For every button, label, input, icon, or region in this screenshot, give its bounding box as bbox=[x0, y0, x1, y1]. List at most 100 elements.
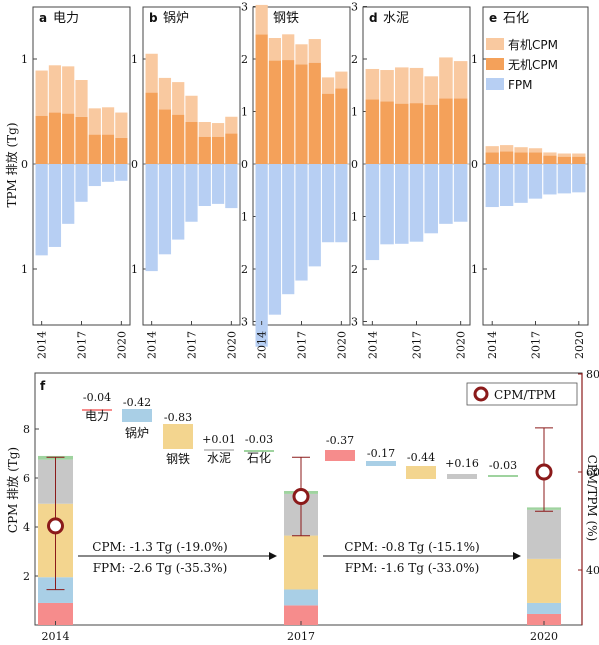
bar-organic-cpm bbox=[158, 77, 172, 110]
bar-fpm bbox=[572, 164, 586, 193]
bar-fpm bbox=[225, 164, 238, 209]
waterfall-value: +0.01 bbox=[202, 433, 236, 446]
seg-power bbox=[527, 613, 561, 625]
bar-inorganic-cpm bbox=[380, 101, 394, 164]
x-tick-label: 2020 bbox=[225, 331, 238, 359]
bar-inorganic-cpm bbox=[185, 122, 198, 164]
ratio-marker bbox=[535, 463, 553, 481]
legend-swatch bbox=[486, 38, 504, 50]
bar-inorganic-cpm bbox=[453, 98, 468, 164]
waterfall-label: 钢铁 bbox=[166, 452, 190, 466]
panel-a: a 电力 1 0 1 2014 2017 2020 bbox=[21, 6, 131, 359]
panel-e: e 石化 1 0 1 2014 2017 2020 bbox=[471, 6, 589, 359]
panel-c: c钢铁3210123201420172020 bbox=[241, 1, 351, 359]
legend-label: 无机CPM bbox=[508, 58, 558, 72]
y-tick-right-label: 80 bbox=[586, 368, 599, 381]
y-tick-label: 4 bbox=[23, 521, 30, 534]
bar-organic-cpm bbox=[380, 70, 394, 102]
bar-organic-cpm bbox=[295, 44, 308, 65]
waterfall-bar bbox=[204, 449, 234, 451]
waterfall-bar bbox=[406, 466, 436, 479]
bar-fpm bbox=[101, 164, 115, 182]
bar-organic-cpm bbox=[75, 80, 88, 117]
annotation-fpm: FPM: -1.6 Tg (-33.0%) bbox=[345, 561, 480, 575]
y-tick-label: 2 bbox=[351, 53, 358, 66]
waterfall-label: 电力 bbox=[85, 409, 109, 423]
x-tick-label: 2017 bbox=[76, 331, 89, 359]
panel-letter: f bbox=[40, 379, 46, 393]
bar-fpm bbox=[48, 164, 62, 247]
seg-power bbox=[284, 605, 318, 625]
bar-inorganic-cpm bbox=[48, 112, 62, 164]
bar-organic-cpm bbox=[500, 145, 514, 152]
bar-organic-cpm bbox=[395, 67, 409, 104]
legend-top: 有机CPM 无机CPM FPM bbox=[486, 38, 558, 92]
bar-organic-cpm bbox=[439, 57, 453, 99]
y-tick-label: 1 bbox=[471, 53, 478, 66]
bar-fpm bbox=[211, 164, 225, 204]
bar-inorganic-cpm bbox=[557, 156, 571, 164]
bar-organic-cpm bbox=[101, 107, 115, 135]
y-tick-label: 2 bbox=[23, 570, 30, 583]
bar-inorganic-cpm bbox=[75, 116, 88, 164]
y-tick-label: 1 bbox=[351, 211, 358, 224]
bar-organic-cpm bbox=[185, 95, 198, 122]
bar-inorganic-cpm bbox=[158, 109, 172, 164]
bar-inorganic-cpm bbox=[308, 62, 321, 164]
waterfall-value: -0.37 bbox=[326, 434, 354, 447]
seg-boiler bbox=[284, 589, 318, 606]
bar-organic-cpm bbox=[572, 153, 586, 157]
bar-organic-cpm bbox=[543, 152, 557, 156]
panel-letter: a bbox=[39, 11, 47, 25]
f-y-axis-label: CPM 排放 (Tg) bbox=[5, 447, 20, 533]
waterfall-value: -0.04 bbox=[83, 391, 111, 404]
bar-inorganic-cpm bbox=[485, 152, 499, 164]
bar-organic-cpm bbox=[48, 65, 62, 113]
annotation-cpm: CPM: -0.8 Tg (-15.1%) bbox=[344, 540, 479, 554]
y-tick-label: 3 bbox=[351, 316, 358, 329]
bar-fpm bbox=[321, 164, 335, 243]
bar-fpm bbox=[268, 164, 282, 315]
ratio-marker bbox=[292, 488, 310, 505]
bar-fpm bbox=[172, 164, 185, 240]
bar-inorganic-cpm bbox=[88, 134, 101, 164]
y-tick-label: 1 bbox=[21, 263, 28, 276]
waterfall-value: -0.83 bbox=[164, 411, 192, 424]
y-tick-label: 2 bbox=[351, 263, 358, 276]
bar-fpm bbox=[35, 164, 48, 256]
bar-fpm bbox=[365, 164, 380, 261]
bar-inorganic-cpm bbox=[62, 113, 75, 164]
bar-organic-cpm bbox=[453, 61, 468, 99]
bar-fpm bbox=[485, 164, 499, 208]
bar-fpm bbox=[439, 164, 453, 224]
y-tick-label: 1 bbox=[351, 106, 358, 119]
y-tick-label: 1 bbox=[131, 263, 138, 276]
y-tick-label: 2 bbox=[241, 263, 248, 276]
waterfall-label: 水泥 bbox=[207, 451, 231, 465]
y-tick-label: 1 bbox=[21, 53, 28, 66]
y-tick-label: 3 bbox=[241, 316, 248, 329]
seg-steel bbox=[527, 558, 561, 603]
x-tick-label: 2014 bbox=[146, 331, 159, 359]
bar-inorganic-cpm bbox=[101, 134, 115, 164]
x-tick-label: 2020 bbox=[335, 331, 348, 359]
y-tick-label: 0 bbox=[471, 158, 478, 171]
bar-organic-cpm bbox=[308, 39, 321, 63]
legend-f-label: CPM/TPM bbox=[494, 388, 556, 402]
x-tick-label: 2020 bbox=[455, 331, 468, 359]
panel-title: 电力 bbox=[53, 11, 79, 26]
bar-organic-cpm bbox=[115, 112, 128, 138]
panel-title: 石化 bbox=[503, 11, 529, 26]
bar-inorganic-cpm bbox=[172, 114, 185, 164]
y-tick-label: 8 bbox=[23, 423, 30, 436]
bar-organic-cpm bbox=[514, 147, 528, 153]
legend-swatch bbox=[486, 78, 504, 90]
x-tick-label: 2017 bbox=[186, 331, 199, 359]
bar-fpm bbox=[409, 164, 424, 242]
bar-inorganic-cpm bbox=[543, 155, 557, 164]
waterfall-bar bbox=[244, 450, 274, 452]
bar-organic-cpm bbox=[424, 76, 438, 105]
bar-organic-cpm bbox=[335, 71, 348, 89]
bar-organic-cpm bbox=[255, 4, 268, 35]
